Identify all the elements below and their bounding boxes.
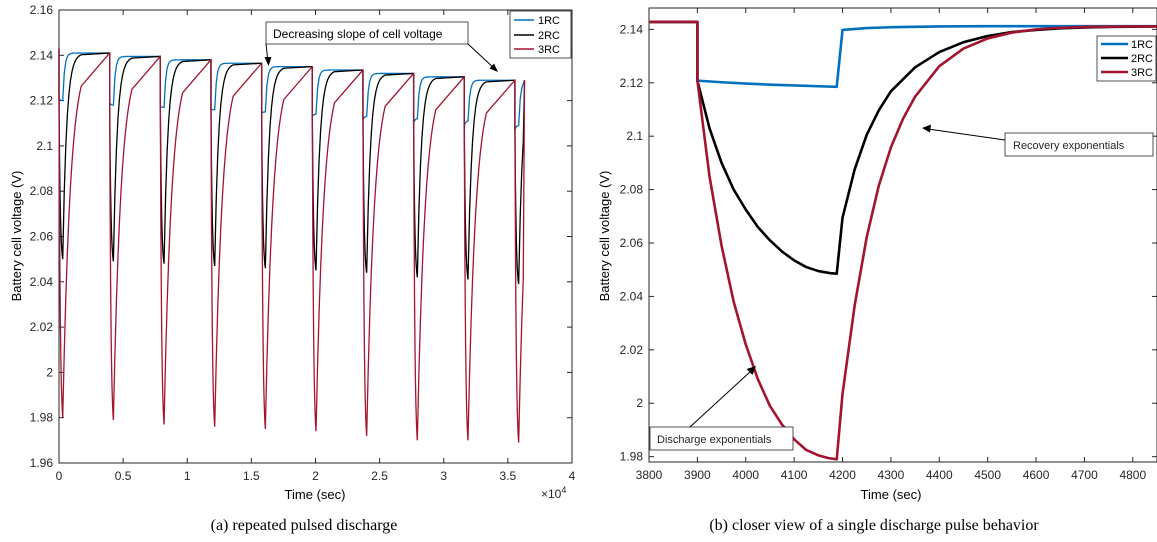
annotation-a-arrowhead-right [489, 63, 498, 72]
chart-a-y-tick-label: 1.96 [30, 456, 54, 470]
chart-a-y-tick-label: 2.02 [30, 320, 54, 334]
chart-a-plot-area [58, 9, 573, 464]
chart-a-y-tick-label: 2.12 [30, 94, 54, 108]
discharge-arrow-line [689, 370, 752, 428]
chart-b-x-tick-label: 3900 [684, 468, 711, 482]
chart-b-series-1rc [649, 20, 1157, 89]
chart-b-x-tick-label: 4500 [974, 468, 1001, 482]
caption-a: (a) repeated pulsed discharge [211, 517, 398, 534]
chart-b-x-tick-label: 4300 [878, 468, 905, 482]
chart-a: 0 0.5 1 1.5 2 2.5 3 3.5 4 1.96 1.98 2 2.02 2.04 2.06 2.… [9, 3, 576, 502]
chart-a-x-tick-label: 3 [440, 469, 447, 483]
chart-a-x-tick-label: 3.5 [500, 469, 517, 483]
chart-b-x-tick-label: 4400 [926, 468, 953, 482]
chart-b-y-tick-label: 2.06 [620, 236, 644, 250]
chart-b-y-tick-label: 2.02 [620, 343, 644, 357]
chart-a-x-tick-label: 2.5 [371, 469, 388, 483]
chart-a-xlabel: Time (sec) [285, 487, 346, 502]
chart-b-ylabel: Battery cell voltage (V) [597, 171, 612, 302]
recovery-arrowhead [922, 124, 931, 133]
chart-b-recovery-text: Recovery exponentials [1013, 140, 1125, 152]
chart-b-y-tick-label: 1.98 [620, 450, 644, 464]
chart-b-x-tick-label: 4600 [1023, 468, 1050, 482]
chart-b-annotation-discharge: Discharge exponentials [649, 366, 794, 451]
chart-b-annotation-recovery: Recovery exponentials [922, 124, 1154, 157]
chart-a-y-tick-label: 2 [46, 365, 53, 379]
chart-b-x-tick-label: 4200 [829, 468, 856, 482]
chart-a-x-exponent-base: ×10 [541, 487, 562, 501]
recovery-arrow-line [927, 128, 1006, 141]
legend-a-1rc-label: 1RC [538, 15, 560, 27]
chart-a-ylabel: Battery cell voltage (V) [9, 171, 24, 302]
chart-a-x-exponent-power: 4 [561, 485, 566, 495]
chart-a-y-tick-label: 2.08 [30, 184, 54, 198]
chart-b-y-tick-label: 2.14 [620, 22, 644, 36]
chart-b-y-tick-label: 2 [636, 396, 643, 410]
legend-b-1rc-label: 1RC [1131, 39, 1153, 51]
chart-a-series-3rc [58, 48, 526, 443]
legend-b-3rc-label: 3RC [1131, 67, 1153, 79]
chart-a-x-tick-label: 1 [184, 469, 191, 483]
chart-b-legend: 1RC 2RC 3RC [1096, 35, 1157, 82]
chart-a-legend: 1RC 2RC 3RC [509, 10, 572, 59]
chart-a-x-tick-label: 0.5 [115, 469, 132, 483]
chart-b-recovery-box [1004, 132, 1154, 157]
chart-a-y-tick-label: 2.1 [36, 139, 53, 153]
chart-a-annotation-text: Decreasing slope of cell voltage [273, 27, 443, 41]
chart-b-x-tick-label: 4700 [1071, 468, 1098, 482]
chart-a-y-tick-label: 2.06 [30, 230, 54, 244]
chart-b: 3800 3900 4000 4100 4200 4300 4400 4500 4600 4700… [597, 7, 1157, 502]
legend-a-2rc-label: 2RC [538, 30, 560, 42]
chart-b-y-tick-label: 2.08 [620, 183, 644, 197]
chart-a-y-tick-label: 2.16 [30, 3, 54, 17]
chart-b-y-tick-label: 2.12 [620, 76, 644, 90]
caption-b: (b) closer view of a single discharge pu… [709, 517, 1039, 534]
annotation-a-arrow-right [467, 43, 496, 70]
chart-b-x-tick-label: 4000 [732, 468, 759, 482]
chart-b-plot-area [648, 7, 1157, 463]
chart-a-annotation-box [265, 21, 469, 45]
legend-b-2rc-label: 2RC [1131, 53, 1153, 65]
chart-a-y-tick-label: 2.14 [30, 48, 54, 62]
chart-a-annotation: Decreasing slope of cell voltage [264, 21, 498, 72]
chart-b-x-tick-label: 4800 [1119, 468, 1146, 482]
chart-b-x-tick-label: 3800 [636, 468, 663, 482]
chart-b-discharge-box [649, 426, 794, 451]
legend-a-3rc-label: 3RC [538, 44, 560, 56]
chart-b-y-tick-label: 2.04 [620, 289, 644, 303]
annotation-a-arrowhead-left [264, 57, 272, 66]
chart-b-y-tick-label: 2.1 [626, 129, 643, 143]
chart-b-x-tick-label: 4100 [781, 468, 808, 482]
chart-b-xlabel: Time (sec) [861, 487, 922, 502]
chart-b-discharge-text: Discharge exponentials [657, 434, 772, 446]
chart-a-x-tick-label: 0 [56, 469, 63, 483]
chart-a-y-tick-label: 1.98 [30, 411, 54, 425]
chart-a-x-tick-label: 1.5 [243, 469, 260, 483]
chart-a-x-tick-label: 4 [569, 469, 576, 483]
discharge-arrowhead [746, 366, 756, 375]
chart-a-x-tick-label: 2 [312, 469, 319, 483]
chart-a-y-tick-label: 2.04 [30, 275, 54, 289]
chart-b-series-3rc [649, 20, 1157, 461]
chart-a-x-exponent: ×104 [541, 485, 566, 501]
